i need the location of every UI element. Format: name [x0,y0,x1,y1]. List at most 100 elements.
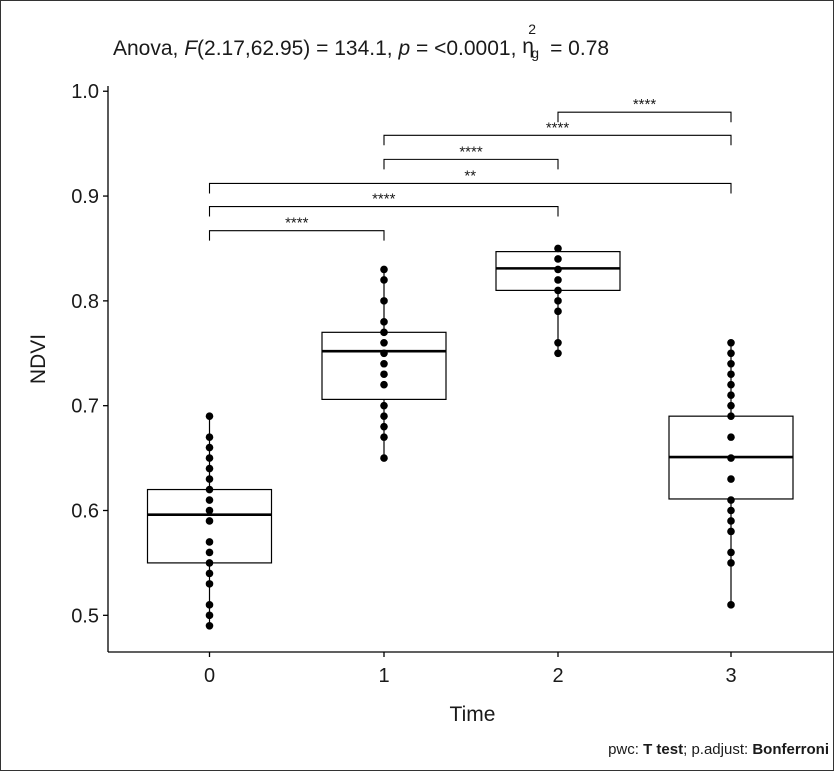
footer-note: pwc: T test; p.adjust: Bonferroni [608,741,829,758]
data-point [380,454,388,462]
data-point [727,391,735,400]
data-point [380,276,388,284]
data-point [554,307,562,316]
title-f-symbol: F [184,37,198,60]
box-group-1 [321,265,447,462]
data-point [554,276,562,284]
data-point [205,412,214,420]
data-point [205,485,214,494]
x-tick-label: 2 [552,665,563,687]
significance-label: ** [464,167,476,184]
data-point [554,338,562,347]
data-point [380,349,388,358]
data-point [727,359,735,368]
data-point [380,412,388,420]
data-point [554,286,562,295]
data-point [205,621,214,630]
data-point [727,338,735,347]
data-point [727,601,735,609]
data-point [554,297,562,305]
y-tick-label: 0.8 [71,291,99,313]
data-point [727,401,735,410]
data-point [205,443,214,452]
data-point [380,401,388,410]
box-group-0 [146,412,273,630]
comparison-bracket [208,182,732,194]
data-point [205,538,214,546]
data-point [205,454,214,462]
data-point [727,506,735,515]
title-p-symbol: p [398,37,411,60]
comparison-1-2: **** [383,143,559,170]
data-point [380,370,388,379]
data-point [727,527,735,536]
data-point [205,569,214,578]
y-tick-label: 0.5 [71,605,99,627]
title-eta-subscript: g [531,45,540,61]
comparison-bracket [208,230,385,241]
footer-middle: ; p.adjust: [683,741,753,758]
significance-label: **** [372,191,396,208]
significance-label: **** [459,143,483,160]
comparison-0-1: **** [208,215,385,241]
data-point [380,265,388,274]
title-p-value: = <0.0001, [410,37,523,60]
comparison-2-3: **** [557,96,732,123]
data-point [205,611,214,620]
x-axis-title: Time [450,703,496,726]
data-point [205,548,214,557]
data-point [205,496,214,504]
significance-label: **** [546,119,570,136]
data-point [380,422,388,431]
data-point [205,433,214,441]
data-point [205,580,214,588]
footer-adjust: Bonferroni [752,741,829,758]
y-tick-label: 1.0 [71,81,99,103]
box-group-3 [668,338,794,609]
data-point [727,433,735,441]
significance-label: **** [633,96,657,113]
data-point [727,548,735,557]
footer-test: T test [643,741,684,758]
data-point [554,265,562,274]
data-point [554,255,562,263]
data-point [727,349,735,358]
data-point [205,475,214,483]
comparison-bracket [383,134,732,146]
data-point [205,601,214,609]
data-point [727,559,735,567]
data-point [205,559,214,567]
chart-title: Anova, F(2.17,62.95) = 134.1, p = <0.000… [113,21,609,61]
y-axis-title: NDVI [27,334,50,384]
data-point [727,475,735,483]
comparison-bracket [557,111,732,123]
data-point [380,338,388,347]
y-tick-label: 0.7 [71,396,99,418]
data-point [380,328,388,337]
data-point [727,454,735,462]
data-point [727,517,735,525]
y-tick-label: 0.9 [71,186,99,208]
comparison-0-3: ** [208,167,732,194]
comparison-bracket [208,205,559,217]
comparison-1-3: **** [383,119,732,146]
comparison-0-2: **** [208,191,559,217]
title-prefix: Anova, [113,37,185,60]
box-group-2 [495,244,621,358]
x-tick-label: 3 [725,665,736,687]
footer-prefix: pwc: [608,741,644,758]
comparison-bracket [383,158,559,170]
data-point [205,517,214,525]
data-point [380,380,388,389]
data-point [727,496,735,504]
y-tick-label: 0.6 [71,501,99,523]
data-point [380,318,388,326]
data-point [554,244,562,253]
data-point [727,412,735,420]
title-eta-symbol: η [522,35,534,58]
data-point [727,370,735,379]
title-f-value: (2.17,62.95) = 134.1, [197,37,399,60]
data-point [205,506,214,515]
